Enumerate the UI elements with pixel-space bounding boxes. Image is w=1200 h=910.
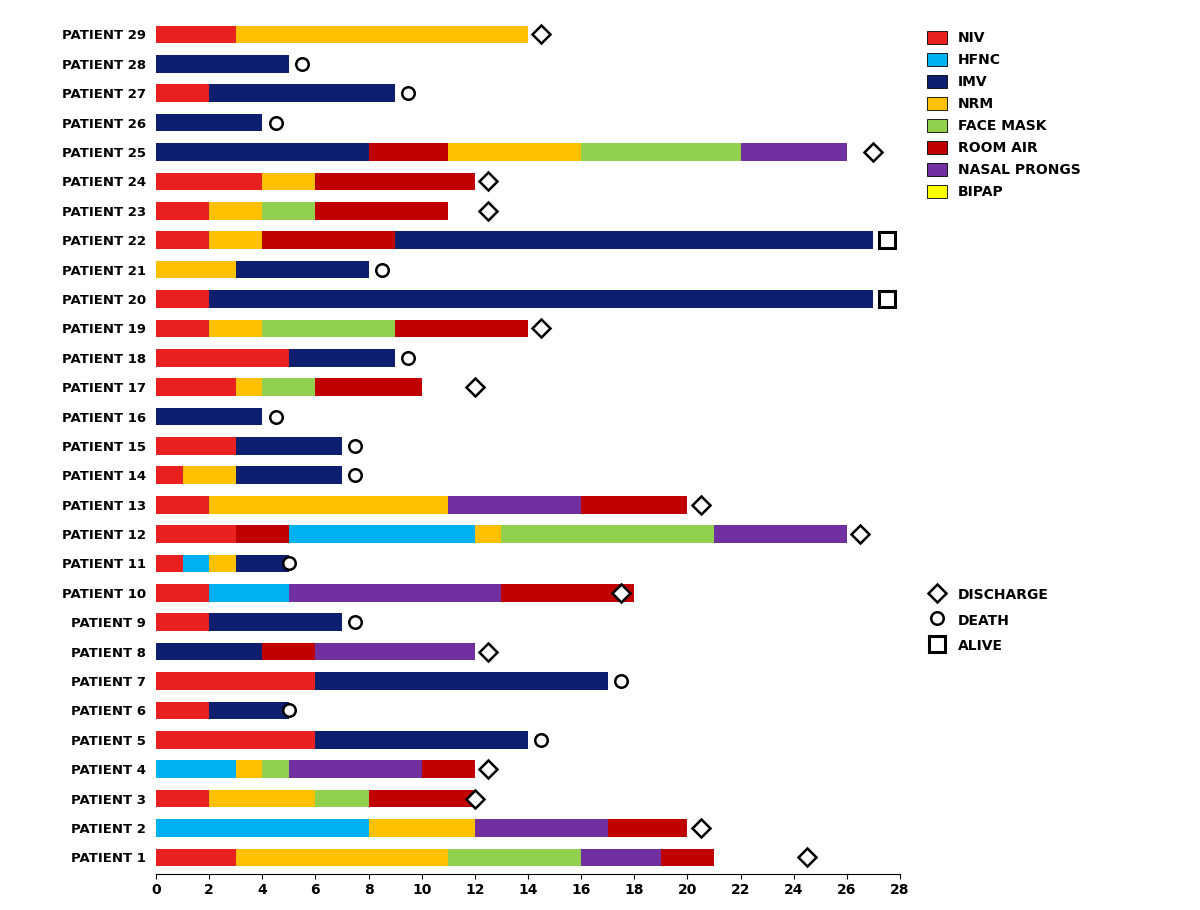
- Bar: [263, 202, 316, 219]
- Bar: [156, 379, 235, 396]
- Bar: [581, 143, 740, 161]
- Bar: [156, 231, 209, 249]
- Bar: [156, 819, 368, 837]
- Bar: [156, 731, 316, 749]
- Bar: [263, 761, 289, 778]
- Bar: [156, 790, 209, 807]
- Bar: [209, 496, 449, 513]
- Bar: [156, 202, 209, 219]
- Bar: [263, 642, 316, 661]
- Bar: [449, 496, 581, 513]
- Bar: [502, 584, 635, 602]
- Bar: [156, 672, 316, 690]
- Bar: [740, 143, 847, 161]
- Bar: [502, 525, 714, 543]
- Bar: [449, 849, 581, 866]
- Bar: [209, 584, 289, 602]
- Bar: [156, 408, 263, 425]
- Bar: [316, 731, 528, 749]
- Bar: [263, 231, 395, 249]
- Bar: [235, 761, 263, 778]
- Bar: [209, 790, 316, 807]
- Legend: DISCHARGE, DEATH, ALIVE: DISCHARGE, DEATH, ALIVE: [922, 581, 1055, 659]
- Bar: [209, 290, 874, 308]
- Bar: [156, 849, 235, 866]
- Bar: [209, 555, 235, 572]
- Bar: [209, 231, 263, 249]
- Bar: [235, 555, 289, 572]
- Bar: [156, 642, 263, 661]
- Bar: [156, 173, 263, 190]
- Bar: [661, 849, 714, 866]
- Bar: [209, 202, 263, 219]
- Bar: [235, 467, 342, 484]
- Bar: [156, 702, 209, 719]
- Bar: [289, 584, 502, 602]
- Bar: [156, 525, 235, 543]
- Bar: [368, 819, 475, 837]
- Bar: [368, 790, 475, 807]
- Bar: [368, 143, 449, 161]
- Bar: [607, 819, 688, 837]
- Bar: [235, 379, 263, 396]
- Bar: [156, 437, 235, 455]
- Bar: [316, 379, 421, 396]
- Bar: [182, 467, 235, 484]
- Bar: [316, 202, 449, 219]
- Bar: [156, 143, 368, 161]
- Bar: [156, 555, 182, 572]
- Bar: [156, 114, 263, 131]
- Bar: [714, 525, 847, 543]
- Bar: [156, 496, 209, 513]
- Bar: [235, 25, 528, 43]
- Bar: [263, 319, 395, 337]
- Bar: [156, 761, 235, 778]
- Bar: [156, 467, 182, 484]
- Bar: [209, 319, 263, 337]
- Bar: [156, 290, 209, 308]
- Bar: [156, 349, 289, 367]
- Bar: [156, 85, 209, 102]
- Bar: [316, 173, 475, 190]
- Bar: [289, 349, 395, 367]
- Bar: [581, 496, 688, 513]
- Bar: [316, 790, 368, 807]
- Bar: [156, 55, 289, 73]
- Bar: [209, 85, 395, 102]
- Bar: [289, 525, 475, 543]
- Bar: [209, 702, 289, 719]
- Bar: [395, 319, 528, 337]
- Bar: [263, 173, 316, 190]
- Bar: [475, 819, 607, 837]
- Bar: [475, 525, 502, 543]
- Bar: [235, 849, 449, 866]
- Bar: [316, 672, 607, 690]
- Bar: [156, 319, 209, 337]
- Bar: [316, 642, 475, 661]
- Bar: [263, 379, 316, 396]
- Bar: [156, 584, 209, 602]
- Bar: [421, 761, 475, 778]
- Bar: [235, 260, 368, 278]
- Bar: [156, 260, 235, 278]
- Bar: [449, 143, 581, 161]
- Bar: [395, 231, 874, 249]
- Bar: [235, 437, 342, 455]
- Bar: [581, 849, 661, 866]
- Bar: [156, 25, 235, 43]
- Bar: [209, 613, 342, 632]
- Bar: [182, 555, 209, 572]
- Bar: [235, 525, 289, 543]
- Bar: [289, 761, 421, 778]
- Bar: [156, 613, 209, 632]
